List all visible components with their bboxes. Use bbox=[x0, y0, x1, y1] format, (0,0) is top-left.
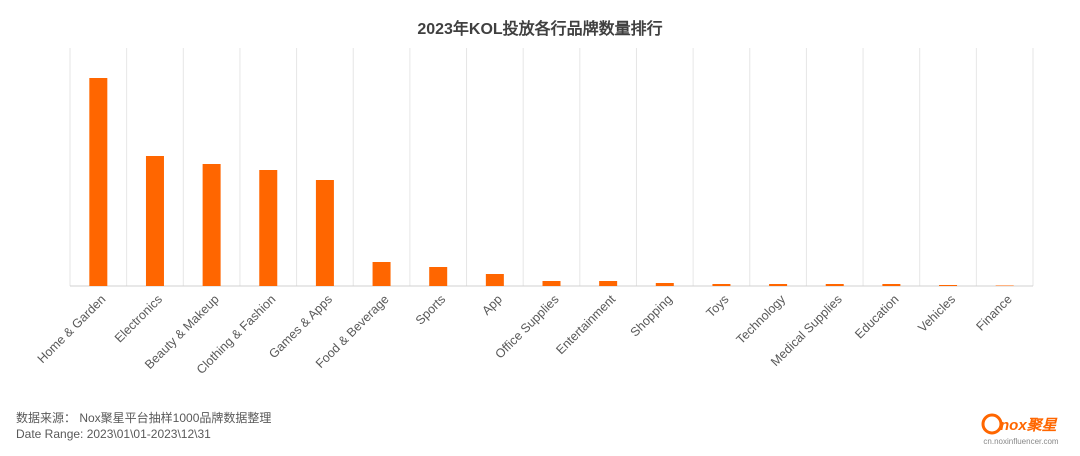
x-tick-label: Sports bbox=[413, 292, 448, 327]
source-note: 数据来源： Nox聚星平台抽样1000品牌数据整理 bbox=[16, 410, 271, 425]
chart-title: 2023年KOL投放各行品牌数量排行 bbox=[417, 19, 662, 38]
x-tick-label: Home & Garden bbox=[35, 292, 109, 366]
x-tick-label: Entertainment bbox=[553, 292, 618, 357]
logo-icon bbox=[981, 413, 1003, 435]
bar bbox=[599, 281, 618, 286]
bar bbox=[315, 180, 334, 286]
logo-url: cn.noxinfluencer.com bbox=[983, 437, 1058, 446]
logo: nox聚星 cn.noxinfluencer.com bbox=[981, 413, 1059, 446]
bar bbox=[995, 285, 1014, 286]
bar bbox=[145, 156, 164, 286]
x-tick-label: Toys bbox=[703, 292, 731, 320]
x-tick-label: Shopping bbox=[628, 292, 675, 339]
x-tick-label: Technology bbox=[734, 292, 789, 347]
logo-brand: nox聚星 bbox=[1000, 417, 1058, 434]
bar bbox=[882, 284, 901, 286]
x-tick-label: Finance bbox=[973, 292, 1014, 333]
bar bbox=[259, 170, 278, 286]
x-tick-label: Education bbox=[852, 292, 901, 341]
bar bbox=[372, 262, 391, 286]
bar bbox=[825, 284, 844, 286]
bar bbox=[202, 164, 221, 286]
bar bbox=[485, 274, 504, 286]
bar bbox=[939, 285, 958, 286]
bar bbox=[542, 281, 561, 286]
bar bbox=[769, 284, 788, 286]
x-tick-label: Vehicles bbox=[915, 292, 958, 335]
x-tick-label: Electronics bbox=[112, 292, 165, 345]
bar bbox=[89, 78, 108, 286]
bar bbox=[712, 284, 731, 286]
x-tick-label: App bbox=[479, 292, 505, 318]
bar bbox=[655, 283, 674, 286]
bar bbox=[429, 267, 448, 286]
date-range: Date Range: 2023\01\01-2023\12\31 bbox=[16, 427, 211, 441]
